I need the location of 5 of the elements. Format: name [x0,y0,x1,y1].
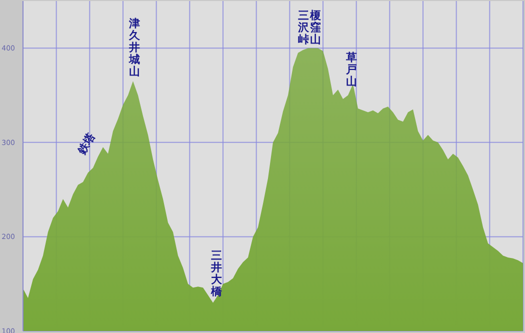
annotation: 草戸山 [346,51,357,88]
annotation: 三沢峠 [298,9,309,46]
annotation: 榎窪山 [310,9,321,46]
annotation: 津久井城山 [129,17,140,78]
annotation: 鉄塔 [75,130,98,157]
